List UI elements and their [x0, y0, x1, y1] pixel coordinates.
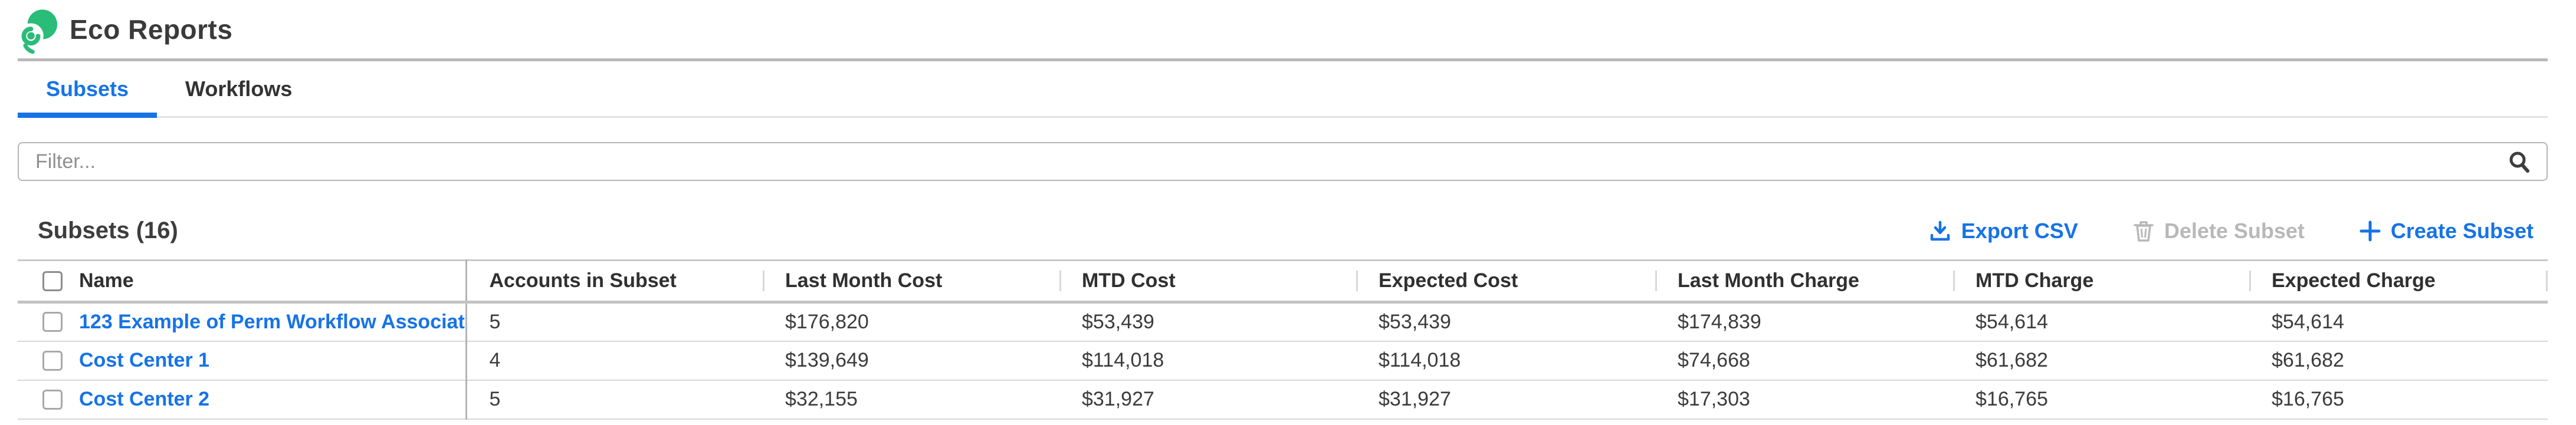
header-divider [18, 58, 2548, 61]
table-row: Cost Center 1 4 $139,649 $114,018 $114,0… [18, 341, 2548, 381]
row-checkbox[interactable] [42, 389, 63, 410]
cell-last-month-cost: $32,155 [763, 380, 1059, 420]
cell-mtd-cost: $114,018 [1059, 341, 1356, 381]
tab-workflows[interactable]: Workflows [157, 61, 320, 116]
column-header-last-month-cost: Last Month Cost [763, 260, 1059, 304]
app-header: Eco Reports [0, 0, 2576, 58]
create-subset-button[interactable]: Create Subset [2359, 219, 2534, 243]
subset-link[interactable]: Cost Center 2 [79, 388, 210, 410]
cell-mtd-cost: $31,927 [1059, 380, 1356, 420]
column-header-mtd-charge: MTD Charge [1953, 260, 2249, 304]
column-header-accounts: Accounts in Subset [465, 260, 763, 304]
cell-last-month-charge: $74,668 [1655, 341, 1953, 381]
action-buttons: Export CSV Delete Subset Create Subset [1874, 219, 2534, 243]
tab-subsets[interactable]: Subsets [18, 61, 157, 118]
tab-bar: Subsets Workflows [18, 61, 2548, 118]
cell-last-month-cost: $139,649 [763, 341, 1059, 381]
plus-icon [2360, 220, 2381, 241]
delete-subset-button[interactable]: Delete Subset [2132, 219, 2305, 243]
section-title: Subsets (16) [38, 218, 178, 243]
cell-mtd-charge: $54,614 [1953, 302, 2249, 342]
cell-expected-cost: $53,439 [1356, 302, 1655, 342]
column-header-last-month-charge: Last Month Charge [1655, 260, 1953, 304]
column-header-expected-charge: Expected Charge [2249, 260, 2548, 304]
tab-workflows-label: Workflows [185, 76, 293, 101]
table-row: 123 Example of Perm Workflow Association… [18, 302, 2548, 342]
cell-last-month-charge: $174,839 [1655, 302, 1953, 342]
column-header-mtd-cost: MTD Cost [1059, 260, 1356, 304]
trash-icon [2134, 220, 2154, 242]
tab-subsets-label: Subsets [46, 76, 129, 101]
column-header-name: Name [79, 269, 134, 292]
page-title: Eco Reports [70, 14, 233, 45]
row-checkbox[interactable] [42, 312, 63, 332]
table-header-row: Name Accounts in Subset Last Month Cost … [18, 260, 2548, 304]
cell-expected-charge: $54,614 [2249, 302, 2548, 342]
column-header-expected-cost: Expected Cost [1356, 260, 1655, 304]
subset-link[interactable]: 123 Example of Perm Workflow Association [79, 310, 466, 333]
subset-link[interactable]: Cost Center 1 [79, 349, 210, 371]
delete-subset-label: Delete Subset [2164, 218, 2305, 243]
eco-reports-logo [21, 9, 58, 54]
section-header: Subsets (16) Export CSV Delete Subset [18, 218, 2534, 244]
download-icon [1930, 220, 1950, 240]
cell-expected-charge: $61,682 [2249, 341, 2548, 381]
search-icon[interactable] [2506, 149, 2532, 175]
create-subset-label: Create Subset [2390, 218, 2534, 243]
filter-input[interactable] [18, 142, 2548, 181]
cell-mtd-charge: $16,765 [1953, 380, 2249, 420]
cell-mtd-charge: $61,682 [1953, 341, 2249, 381]
cell-expected-cost: $31,927 [1356, 380, 1655, 420]
cell-accounts: 5 [465, 380, 763, 420]
cell-expected-charge: $16,765 [2249, 380, 2548, 420]
cell-accounts: 4 [465, 341, 763, 381]
cell-mtd-cost: $53,439 [1059, 302, 1356, 342]
export-csv-label: Export CSV [1961, 218, 2078, 243]
select-all-checkbox[interactable] [42, 271, 63, 291]
cell-last-month-cost: $176,820 [763, 302, 1059, 342]
row-checkbox[interactable] [42, 350, 63, 371]
table-row: Cost Center 2 5 $32,155 $31,927 $31,927 … [18, 380, 2548, 420]
subsets-table: Name Accounts in Subset Last Month Cost … [18, 259, 2548, 420]
cell-last-month-charge: $17,303 [1655, 380, 1953, 420]
cell-expected-cost: $114,018 [1356, 341, 1655, 381]
filter-bar [18, 142, 2548, 181]
export-csv-button[interactable]: Export CSV [1928, 219, 2078, 243]
cell-accounts: 5 [465, 302, 763, 342]
